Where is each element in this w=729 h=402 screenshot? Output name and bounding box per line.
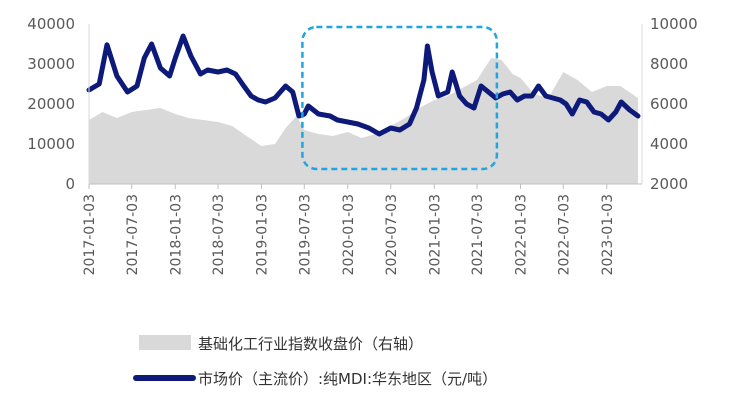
axes-layer: 0 10000 20000 30000 40000 2000 4000 6000 8000 100… <box>27 15 697 275</box>
y-right-tick-label: 6000 <box>650 95 688 113</box>
x-tick-label: 2017-07-03 <box>125 194 141 275</box>
y-right-tick-label: 2000 <box>650 175 688 193</box>
y-right-tick-label: 10000 <box>650 15 698 33</box>
y-right-tick-label: 4000 <box>650 135 688 153</box>
legend-swatch-index <box>139 335 191 350</box>
x-tick-label: 2019-07-03 <box>297 194 313 275</box>
x-tick-label: 2022-01-03 <box>514 194 530 275</box>
x-tick-label: 2020-01-03 <box>341 194 357 275</box>
y-left-tick-label: 30000 <box>27 55 75 73</box>
annotation-layer <box>301 25 499 171</box>
legend-label-index: 基础化工行业指数收盘价（右轴） <box>198 335 423 353</box>
x-tick-label: 2020-07-03 <box>384 194 400 275</box>
x-tick-label: 2017-01-03 <box>82 194 98 275</box>
line-series-layer <box>86 33 641 137</box>
area-series-index <box>89 58 638 184</box>
legend: 基础化工行业指数收盘价（右轴） 市场价（主流价）:纯MDI:华东地区（元/吨） <box>133 335 497 388</box>
highlight-box <box>301 25 499 171</box>
x-tick-label: 2018-07-03 <box>211 194 227 275</box>
y-left-tick-label: 20000 <box>27 95 75 113</box>
area-series-layer <box>89 58 638 184</box>
x-tick-label: 2021-01-03 <box>427 194 443 275</box>
legend-label-mdi-price: 市场价（主流价）:纯MDI:华东地区（元/吨） <box>198 370 497 388</box>
y-left-tick-label: 40000 <box>27 15 75 33</box>
line-series-mdi-price <box>86 33 641 137</box>
x-tick-label: 2019-01-03 <box>255 194 271 275</box>
y-right-tick-label: 8000 <box>650 55 688 73</box>
x-tick-label: 2021-07-03 <box>470 194 486 275</box>
x-tick-label: 2023-01-03 <box>600 194 616 275</box>
x-tick-label: 2022-07-03 <box>556 194 572 275</box>
x-tick-label: 2018-01-03 <box>168 194 184 275</box>
y-left-tick-label: 10000 <box>27 135 75 153</box>
y-left-tick-label: 0 <box>65 175 75 193</box>
